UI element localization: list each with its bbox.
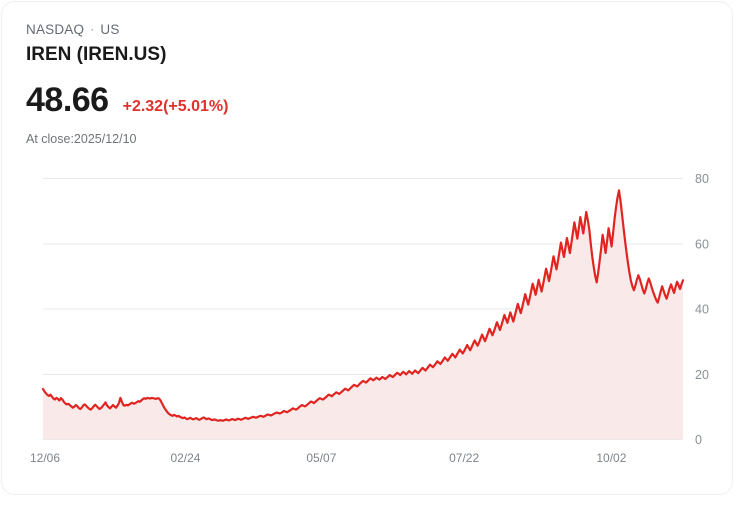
quote-header: NASDAQ · US IREN (IREN.US) 48.66 +2.32(+5.… (26, 20, 626, 147)
y-axis-tick-label: 20 (695, 368, 709, 382)
exchange-name: NASDAQ (26, 22, 85, 37)
price-row: 48.66 +2.32(+5.01%) (26, 81, 626, 119)
stock-quote-card: NASDAQ · US IREN (IREN.US) 48.66 +2.32(+5.… (1, 1, 733, 495)
exchange-row: NASDAQ · US (26, 20, 626, 39)
x-axis-tick-label: 10/02 (596, 451, 626, 465)
separator-dot: · (90, 22, 95, 36)
market-status-note: At close:2025/12/10 (26, 132, 137, 146)
price-value: 48.66 (26, 81, 109, 119)
y-axis-tick-label: 0 (695, 433, 702, 447)
price-line (41, 189, 685, 422)
price-change: +2.32(+5.01%) (122, 98, 229, 115)
x-axis-labels: 12/06 02/24 05/07 07/22 10/02 (30, 451, 627, 465)
price-area (43, 190, 683, 439)
x-axis-tick-label: 07/22 (449, 451, 479, 465)
y-axis-tick-label: 80 (695, 172, 709, 186)
y-axis-tick-label: 40 (695, 303, 709, 317)
price-chart-svg[interactable]: 0 20 40 60 80 12/06 02/24 05/07 07/22 10/02 (2, 162, 733, 482)
y-axis-labels: 0 20 40 60 80 (695, 172, 709, 447)
x-axis-tick-label: 12/06 (30, 451, 60, 465)
page-title: IREN (IREN.US) (26, 44, 167, 65)
x-axis-tick-label: 05/07 (306, 451, 336, 465)
y-axis-tick-label: 60 (695, 237, 709, 251)
price-chart[interactable]: 0 20 40 60 80 12/06 02/24 05/07 07/22 10/02 (2, 162, 733, 482)
x-axis-tick-label: 02/24 (170, 451, 200, 465)
region-label: US (100, 22, 120, 37)
